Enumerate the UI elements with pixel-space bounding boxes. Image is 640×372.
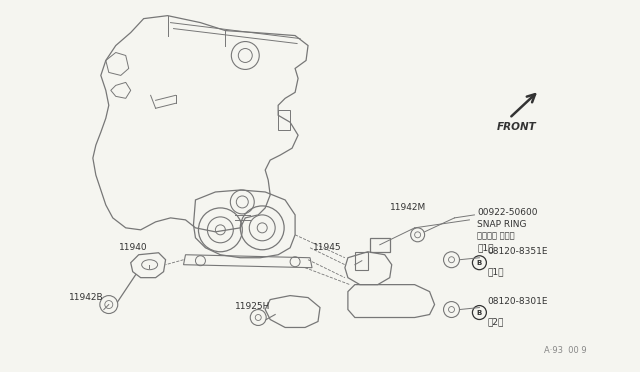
- Text: B: B: [477, 310, 482, 315]
- Text: 11945: 11945: [314, 243, 342, 252]
- Text: （1）: （1）: [477, 244, 494, 253]
- Text: B: B: [477, 260, 482, 266]
- Text: 08120-8301E: 08120-8301E: [488, 296, 548, 305]
- Text: 08120-8351E: 08120-8351E: [488, 247, 548, 256]
- Text: 00922-50600: 00922-50600: [477, 208, 538, 217]
- Text: SNAP RING: SNAP RING: [477, 220, 527, 229]
- Text: 11942B: 11942B: [69, 293, 104, 302]
- Text: 11925H: 11925H: [236, 302, 271, 311]
- Text: FRONT: FRONT: [497, 122, 536, 132]
- Text: 11940: 11940: [119, 243, 147, 252]
- Text: スナップ リング: スナップ リング: [477, 232, 515, 241]
- Text: A·93  00 9: A·93 00 9: [544, 346, 587, 355]
- Text: （1）: （1）: [488, 268, 504, 277]
- Text: 11942M: 11942M: [390, 203, 426, 212]
- Text: （2）: （2）: [488, 318, 504, 327]
